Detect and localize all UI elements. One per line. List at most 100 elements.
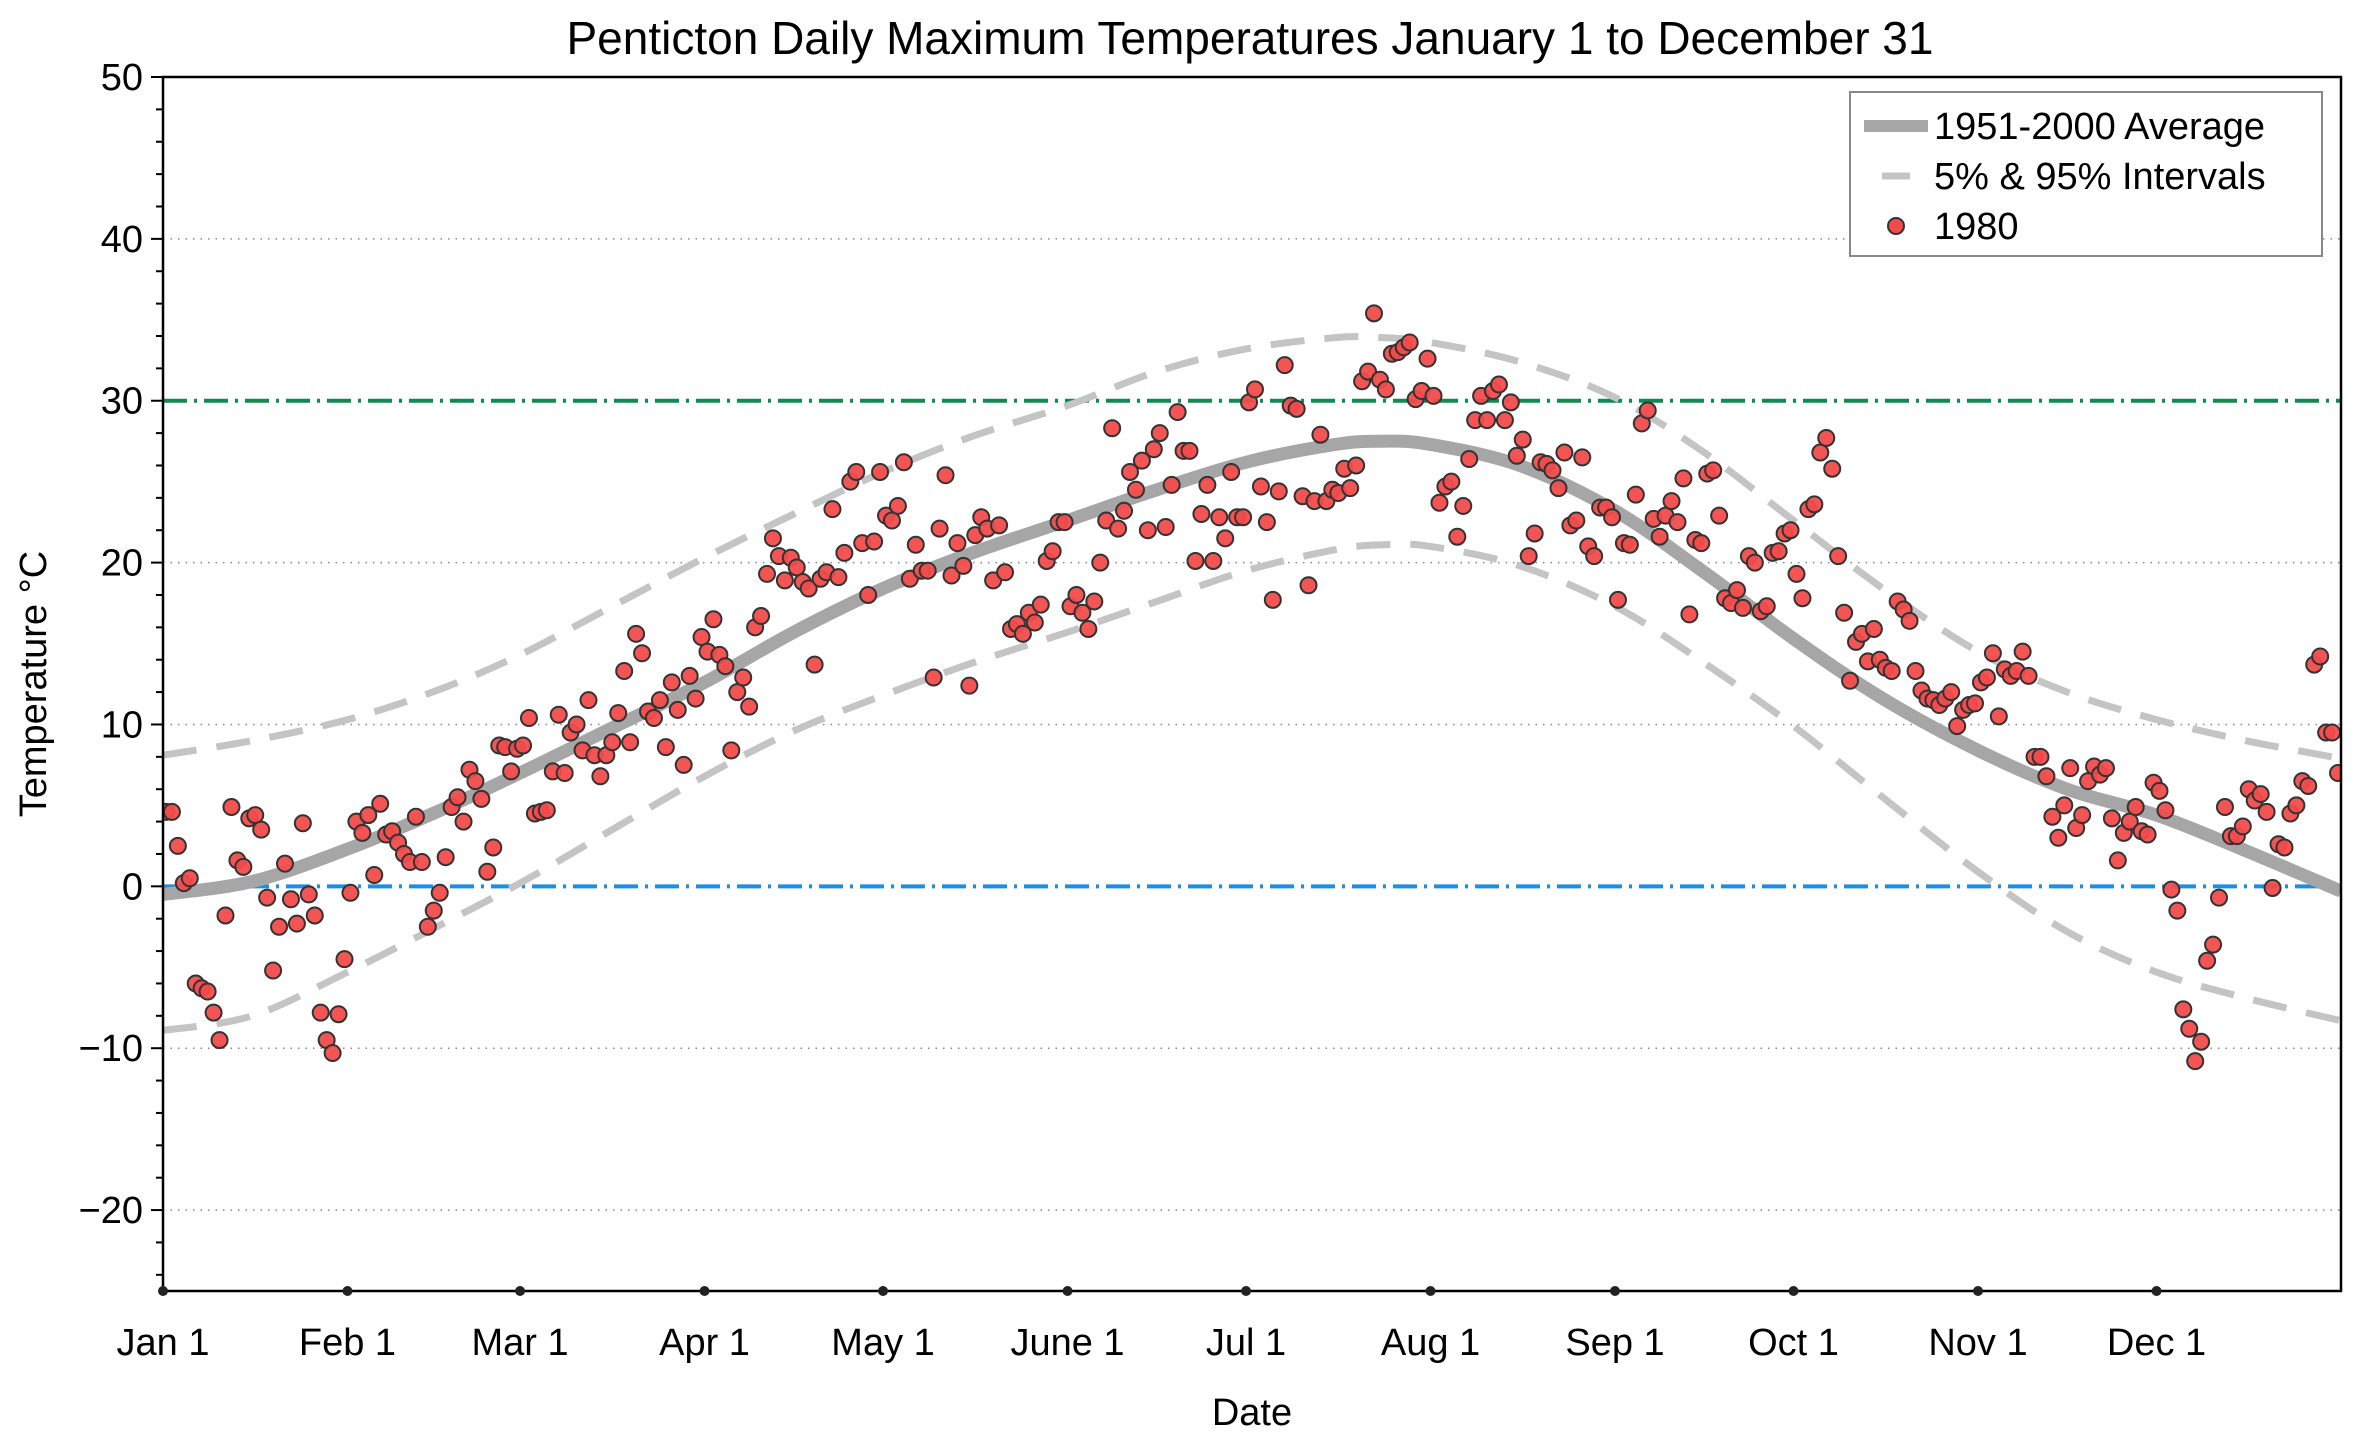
data-point <box>1216 529 1235 548</box>
data-point <box>2150 781 2169 800</box>
y-tick-label: 10 <box>101 704 143 746</box>
x-tick-label: Jan 1 <box>117 1322 210 1364</box>
data-point <box>656 738 675 757</box>
data-point <box>1073 603 1092 622</box>
data-point <box>1257 513 1276 532</box>
data-point <box>406 807 425 826</box>
data-point <box>1400 333 1419 352</box>
data-point <box>960 676 979 695</box>
data-point <box>555 764 574 783</box>
chart-title: Penticton Daily Maximum Temperatures Jan… <box>567 12 1934 64</box>
data-point <box>1013 624 1032 643</box>
data-point <box>924 668 943 687</box>
data-point <box>2061 759 2080 778</box>
data-point <box>1442 472 1461 491</box>
data-point <box>1704 461 1723 480</box>
x-tick-marker <box>878 1286 889 1296</box>
data-point <box>454 812 473 831</box>
data-point <box>1555 443 1574 462</box>
data-point <box>805 655 824 674</box>
data-point <box>1626 485 1645 504</box>
data-point <box>371 794 390 813</box>
data-point <box>305 906 324 925</box>
data-point <box>1620 535 1639 554</box>
data-point <box>1525 524 1544 543</box>
data-point <box>1347 456 1366 475</box>
y-tick-label: 40 <box>101 219 143 261</box>
data-point <box>2210 888 2229 907</box>
data-point <box>1454 496 1473 515</box>
data-point <box>424 901 443 920</box>
data-point <box>2186 1052 2205 1071</box>
data-point <box>210 1031 229 1050</box>
data-point <box>1942 683 1961 702</box>
data-point <box>365 866 384 885</box>
data-point <box>311 1003 330 1022</box>
data-point <box>1180 441 1199 460</box>
data-point <box>799 579 818 598</box>
legend-interval-label: 5% & 95% Intervals <box>1934 156 2266 198</box>
data-point <box>1186 551 1205 570</box>
x-tick-marker <box>1425 1286 1436 1296</box>
data-point <box>216 906 235 925</box>
data-point <box>591 767 610 786</box>
plot-frame <box>161 75 2343 1293</box>
data-point <box>2263 878 2282 897</box>
data-point <box>2049 828 2068 847</box>
data-point <box>180 869 199 888</box>
data-point <box>686 689 705 708</box>
data-point <box>758 564 777 583</box>
data-point <box>1150 424 1169 443</box>
data-point <box>478 862 497 881</box>
data-point <box>1757 597 1776 616</box>
data-point <box>918 561 937 580</box>
data-point <box>264 961 283 980</box>
data-point <box>930 519 949 538</box>
data-point <box>353 823 372 842</box>
data-point <box>1424 386 1443 405</box>
legend-1980-marker <box>1887 217 1905 235</box>
data-point <box>198 982 217 1001</box>
data-point <box>1781 521 1800 540</box>
data-point <box>847 462 866 481</box>
data-point <box>1864 619 1883 638</box>
data-point <box>1341 479 1360 498</box>
data-point <box>668 700 687 719</box>
data-point <box>948 534 967 553</box>
data-point <box>1977 668 1996 687</box>
data-point <box>1430 493 1449 512</box>
data-point <box>1067 585 1086 604</box>
data-point <box>1841 671 1860 690</box>
data-point <box>1103 419 1122 438</box>
x-axis: Jan 1 Feb 1 Mar 1 Apr 1 May 1 June 1 Jul 1 Aug … <box>117 1286 2206 1364</box>
data-point <box>633 644 652 663</box>
data-point <box>1204 551 1223 570</box>
data-point <box>1513 430 1532 449</box>
data-point <box>1966 694 1985 713</box>
data-point <box>1585 547 1604 566</box>
data-point <box>1680 605 1699 624</box>
data-point <box>1650 527 1669 546</box>
x-tick-marker <box>515 1286 526 1296</box>
x-tick-marker <box>1062 1286 1073 1296</box>
data-point <box>2275 838 2294 857</box>
scatter-points-1980 <box>163 304 2341 1071</box>
data-point <box>704 610 723 629</box>
x-tick-label: Sep 1 <box>1565 1322 1664 1364</box>
data-point <box>627 624 646 643</box>
data-point <box>323 1044 342 1063</box>
data-point <box>609 704 628 723</box>
data-point <box>2174 1000 2193 1019</box>
data-point <box>502 762 521 781</box>
data-point <box>448 788 467 807</box>
data-point <box>1805 495 1824 514</box>
data-point <box>1234 508 1253 527</box>
data-point <box>865 532 884 551</box>
data-point <box>1900 611 1919 630</box>
data-point <box>662 673 681 692</box>
data-point <box>1311 425 1330 444</box>
data-point <box>2108 851 2127 870</box>
y-tick-label: 20 <box>101 543 143 585</box>
data-point <box>519 708 538 727</box>
